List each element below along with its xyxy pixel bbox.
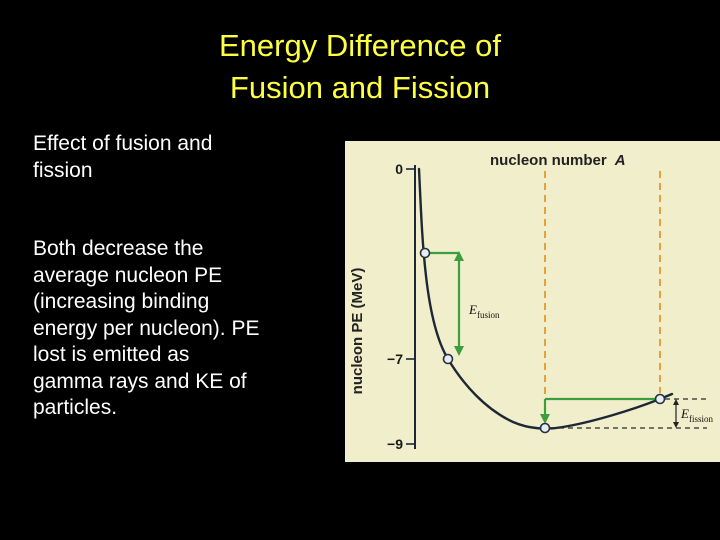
body-paragraph-effect: Effect of fusion and fission xyxy=(33,132,213,182)
fusion-arrowhead-up-icon xyxy=(454,251,464,261)
pe-curve xyxy=(417,167,674,430)
pe-curve-diagram: 0 −7 −9 nucleon number A nucleon PE (MeV)… xyxy=(345,141,720,462)
fission-arrowhead-down-icon xyxy=(540,414,550,424)
data-point-heavy-nucleus xyxy=(654,393,666,405)
measure-arrowhead-down-icon xyxy=(673,422,679,428)
nucleon-pe-figure: 0 −7 −9 nucleon number A nucleon PE (MeV)… xyxy=(345,141,720,462)
tick-label-minus7: −7 xyxy=(387,351,403,367)
x-axis-symbol: A xyxy=(614,152,626,169)
y-axis-label: nucleon PE (MeV) xyxy=(349,268,366,395)
measure-arrowhead-up-icon xyxy=(673,399,679,405)
e-fission-symbol: E xyxy=(680,406,689,421)
body-paragraph-explanation: Both decrease the average nucleon PE (in… xyxy=(33,237,260,419)
x-axis-label-text: nucleon number xyxy=(490,152,607,169)
e-fusion-label: Efusion xyxy=(468,302,500,320)
figure-background xyxy=(345,141,720,462)
data-point-fusion-product xyxy=(442,353,454,365)
data-point-light-nucleus xyxy=(419,247,431,259)
e-fusion-symbol: E xyxy=(468,302,477,317)
x-axis-label: nucleon number A xyxy=(490,152,626,169)
tick-label-minus9: −9 xyxy=(387,436,403,452)
slide-title: Energy Difference of Fusion and Fission xyxy=(218,28,502,105)
fusion-arrowhead-down-icon xyxy=(454,346,464,356)
e-fission-label: Efission xyxy=(680,406,713,424)
data-point-fission-fragments xyxy=(539,422,551,434)
e-fusion-subscript: fusion xyxy=(477,310,500,320)
tick-label-0: 0 xyxy=(395,161,403,177)
e-fission-subscript: fission xyxy=(689,414,714,424)
